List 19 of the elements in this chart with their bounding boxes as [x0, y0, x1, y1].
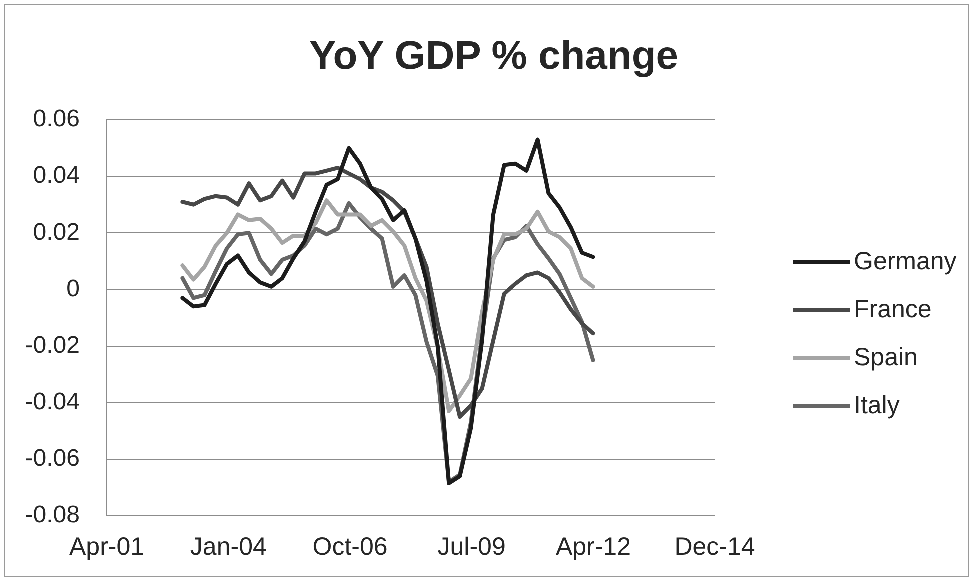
y-tick-label: -0.04	[25, 388, 80, 416]
legend-label: Italy	[854, 391, 900, 420]
legend-label: France	[854, 295, 932, 324]
chart-title: YoY GDP % change	[309, 34, 679, 78]
legend-label: Spain	[854, 343, 918, 372]
x-tick-label: Apr-01	[69, 532, 145, 561]
y-tick-label: 0	[66, 275, 80, 302]
x-tick-label: Dec-14	[674, 532, 756, 561]
y-tick-label: 0.02	[33, 218, 80, 246]
x-tick-label: Apr-12	[556, 532, 631, 561]
y-tick-label: -0.06	[25, 445, 80, 472]
y-tick-label: -0.02	[25, 332, 80, 359]
y-tick-label: 0.04	[33, 162, 80, 190]
x-tick-label: Oct-06	[312, 532, 388, 561]
legend-label: Germany	[854, 247, 958, 276]
x-tick-label: Jan-04	[190, 532, 267, 561]
x-tick-label: Jul-09	[438, 532, 506, 561]
y-tick-label: -0.08	[25, 502, 80, 529]
y-tick-label: 0.06	[33, 106, 80, 133]
